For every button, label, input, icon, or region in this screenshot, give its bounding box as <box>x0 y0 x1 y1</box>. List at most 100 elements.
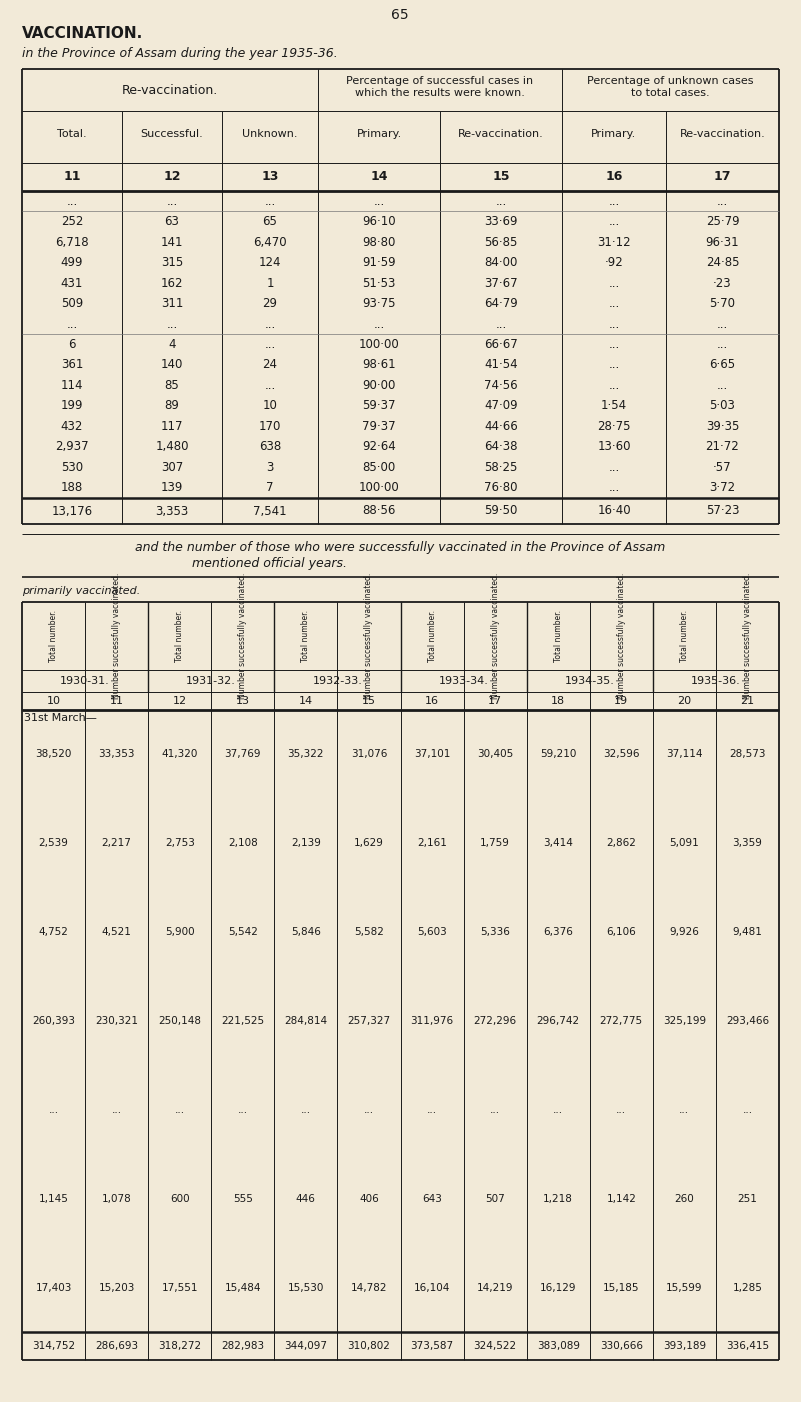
Text: 600: 600 <box>170 1193 190 1204</box>
Text: 6,376: 6,376 <box>543 927 574 937</box>
Text: ...: ... <box>495 195 506 207</box>
Text: 199: 199 <box>61 400 83 412</box>
Text: ...: ... <box>264 379 276 393</box>
Text: 272,775: 272,775 <box>600 1016 643 1026</box>
Text: ...: ... <box>364 1105 374 1115</box>
Text: 336,415: 336,415 <box>726 1340 769 1352</box>
Text: 1,285: 1,285 <box>733 1283 763 1293</box>
Text: 14: 14 <box>370 171 388 184</box>
Text: ...: ... <box>167 195 178 207</box>
Text: 15: 15 <box>362 695 376 707</box>
Text: 90·00: 90·00 <box>362 379 396 393</box>
Text: Total number.: Total number. <box>49 610 58 662</box>
Text: 1·54: 1·54 <box>601 400 627 412</box>
Text: 41·54: 41·54 <box>484 359 517 372</box>
Text: and the number of those who were successfully vaccinated in the Province of Assa: and the number of those who were success… <box>135 541 665 554</box>
Text: 188: 188 <box>61 481 83 495</box>
Text: 76·80: 76·80 <box>485 481 517 495</box>
Text: 2,937: 2,937 <box>55 440 89 453</box>
Text: ...: ... <box>609 195 620 207</box>
Text: 14: 14 <box>299 695 313 707</box>
Text: 30,405: 30,405 <box>477 750 513 760</box>
Text: ...: ... <box>609 297 620 310</box>
Text: 17,551: 17,551 <box>162 1283 198 1293</box>
Text: 2,108: 2,108 <box>228 838 258 848</box>
Text: 33·69: 33·69 <box>485 215 517 229</box>
Text: 2,539: 2,539 <box>38 838 68 848</box>
Text: 139: 139 <box>161 481 183 495</box>
Text: 93·75: 93·75 <box>362 297 396 310</box>
Text: 91·59: 91·59 <box>362 257 396 269</box>
Text: 6·65: 6·65 <box>710 359 735 372</box>
Text: 7,541: 7,541 <box>253 505 287 517</box>
Text: 100·00: 100·00 <box>359 338 400 350</box>
Text: 361: 361 <box>61 359 83 372</box>
Text: 16,129: 16,129 <box>540 1283 577 1293</box>
Text: VACCINATION.: VACCINATION. <box>22 27 143 42</box>
Text: 117: 117 <box>161 419 183 433</box>
Text: 15: 15 <box>493 171 509 184</box>
Text: 1930-31.: 1930-31. <box>60 676 110 686</box>
Text: ...: ... <box>609 359 620 372</box>
Text: 5,603: 5,603 <box>417 927 447 937</box>
Text: 286,693: 286,693 <box>95 1340 139 1352</box>
Text: ...: ... <box>717 379 728 393</box>
Text: ...: ... <box>495 317 506 331</box>
Text: 10: 10 <box>46 695 61 707</box>
Text: ...: ... <box>264 195 276 207</box>
Text: 88·56: 88·56 <box>362 505 396 517</box>
Text: 1935-36.: 1935-36. <box>691 676 741 686</box>
Text: 57·23: 57·23 <box>706 505 739 517</box>
Text: 16: 16 <box>606 171 622 184</box>
Text: 330,666: 330,666 <box>600 1340 642 1352</box>
Text: 310,802: 310,802 <box>348 1340 390 1352</box>
Text: 383,089: 383,089 <box>537 1340 580 1352</box>
Text: Total number.: Total number. <box>553 610 563 662</box>
Text: 11: 11 <box>110 695 123 707</box>
Text: 32,596: 32,596 <box>603 750 639 760</box>
Text: 250,148: 250,148 <box>159 1016 201 1026</box>
Text: ...: ... <box>66 195 78 207</box>
Text: Number successfully vaccinated.: Number successfully vaccinated. <box>238 573 248 700</box>
Text: 98·80: 98·80 <box>362 236 396 248</box>
Text: 59·37: 59·37 <box>362 400 396 412</box>
Text: ...: ... <box>609 379 620 393</box>
Text: 5,846: 5,846 <box>291 927 321 937</box>
Text: 29: 29 <box>263 297 277 310</box>
Text: 58·25: 58·25 <box>485 461 517 474</box>
Text: ·23: ·23 <box>713 276 732 290</box>
Text: 1,078: 1,078 <box>102 1193 131 1204</box>
Text: 15,484: 15,484 <box>224 1283 261 1293</box>
Text: Total number.: Total number. <box>301 610 310 662</box>
Text: 311,976: 311,976 <box>410 1016 453 1026</box>
Text: 293,466: 293,466 <box>726 1016 769 1026</box>
Text: 84·00: 84·00 <box>485 257 517 269</box>
Text: ...: ... <box>717 317 728 331</box>
Text: 37,101: 37,101 <box>414 750 450 760</box>
Text: 509: 509 <box>61 297 83 310</box>
Text: ...: ... <box>301 1105 311 1115</box>
Text: 66·67: 66·67 <box>484 338 518 350</box>
Text: Total number.: Total number. <box>428 610 437 662</box>
Text: 12: 12 <box>173 695 187 707</box>
Text: 100·00: 100·00 <box>359 481 400 495</box>
Text: Percentage of successful cases in
which the results were known.: Percentage of successful cases in which … <box>347 76 533 98</box>
Text: 37,114: 37,114 <box>666 750 702 760</box>
Text: 324,522: 324,522 <box>473 1340 517 1352</box>
Text: Number successfully vaccinated.: Number successfully vaccinated. <box>364 573 373 700</box>
Text: 170: 170 <box>259 419 281 433</box>
Text: 41,320: 41,320 <box>162 750 198 760</box>
Text: 65: 65 <box>263 215 277 229</box>
Text: in the Province of Assam during the year 1935-36.: in the Province of Assam during the year… <box>22 46 338 59</box>
Text: 260: 260 <box>674 1193 694 1204</box>
Text: 5,336: 5,336 <box>480 927 510 937</box>
Text: 65: 65 <box>391 8 409 22</box>
Text: 9,926: 9,926 <box>670 927 699 937</box>
Text: 314,752: 314,752 <box>32 1340 75 1352</box>
Text: 85: 85 <box>165 379 179 393</box>
Text: 431: 431 <box>61 276 83 290</box>
Text: 315: 315 <box>161 257 183 269</box>
Text: Total number.: Total number. <box>680 610 689 662</box>
Text: 15,203: 15,203 <box>99 1283 135 1293</box>
Text: 64·38: 64·38 <box>485 440 517 453</box>
